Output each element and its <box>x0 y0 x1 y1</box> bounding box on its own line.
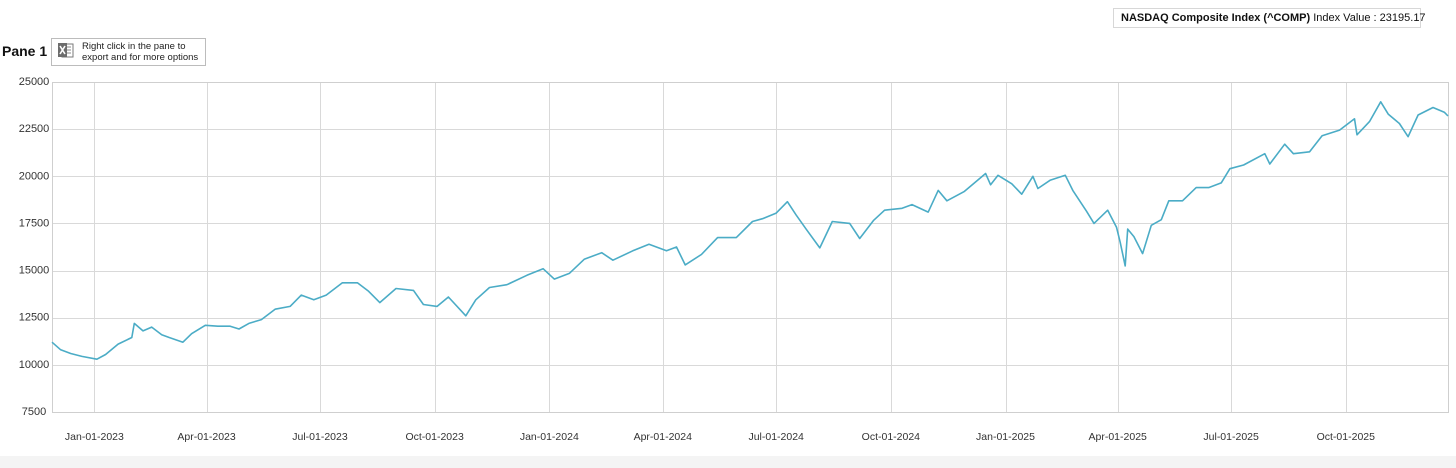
x-tick-label: Jul-01-2024 <box>748 431 804 443</box>
vertical-gridlines <box>94 82 1347 412</box>
y-tick-label: 15000 <box>19 265 50 277</box>
y-tick-label: 7500 <box>22 406 46 418</box>
horizontal-gridlines <box>52 82 1448 413</box>
export-tip-box[interactable]: Right click in the pane to export and fo… <box>51 38 206 66</box>
y-tick-label: 20000 <box>19 170 50 182</box>
x-tick-label: Jan-01-2025 <box>976 431 1035 443</box>
x-tick-label: Oct-01-2023 <box>405 431 464 443</box>
legend-series-name: NASDAQ Composite Index (^COMP) <box>1121 12 1311 24</box>
export-tip-text: Right click in the pane to export and fo… <box>82 41 199 63</box>
series-legend[interactable]: NASDAQ Composite Index (^COMP) Index Val… <box>1113 8 1426 28</box>
series-layer <box>51 101 1449 361</box>
bottom-scroll-strip <box>0 456 1456 468</box>
excel-icon <box>58 43 74 58</box>
x-tick-label: Jan-01-2023 <box>65 431 124 443</box>
x-tick-label: Apr-01-2025 <box>1089 431 1148 443</box>
legend-value: Index Value : 23195.17 <box>1313 12 1426 24</box>
y-tick-label: 25000 <box>19 76 50 88</box>
x-axis-tick-labels: Jan-01-2023 Apr-01-2023 Jul-01-2023 Oct-01-… <box>65 431 1375 443</box>
legend-text: NASDAQ Composite Index (^COMP) Index Val… <box>1121 12 1426 24</box>
y-axis-tick-labels: 7500 10000 12500 15000 17500 20000 22500 25000 <box>19 76 50 418</box>
y-tick-label: 12500 <box>19 312 50 324</box>
y-tick-label: 10000 <box>19 359 50 371</box>
x-tick-label: Jul-01-2023 <box>292 431 348 443</box>
x-tick-label: Oct-01-2025 <box>1317 431 1376 443</box>
pane-title: Pane 1 <box>2 43 48 59</box>
y-tick-label: 22500 <box>19 123 50 135</box>
x-tick-label: Jan-01-2024 <box>520 431 579 443</box>
x-tick-label: Apr-01-2024 <box>634 431 693 443</box>
x-tick-label: Apr-01-2023 <box>177 431 236 443</box>
x-tick-label: Jul-01-2025 <box>1203 431 1259 443</box>
export-tip-line-1: Right click in the pane to <box>82 41 186 52</box>
series-line-nasdaq-composite <box>51 101 1449 361</box>
y-tick-label: 17500 <box>19 217 50 229</box>
plot-area-frame <box>52 82 1449 413</box>
export-tip-line-2: export and for more options <box>82 51 199 63</box>
x-tick-label: Oct-01-2024 <box>862 431 921 443</box>
